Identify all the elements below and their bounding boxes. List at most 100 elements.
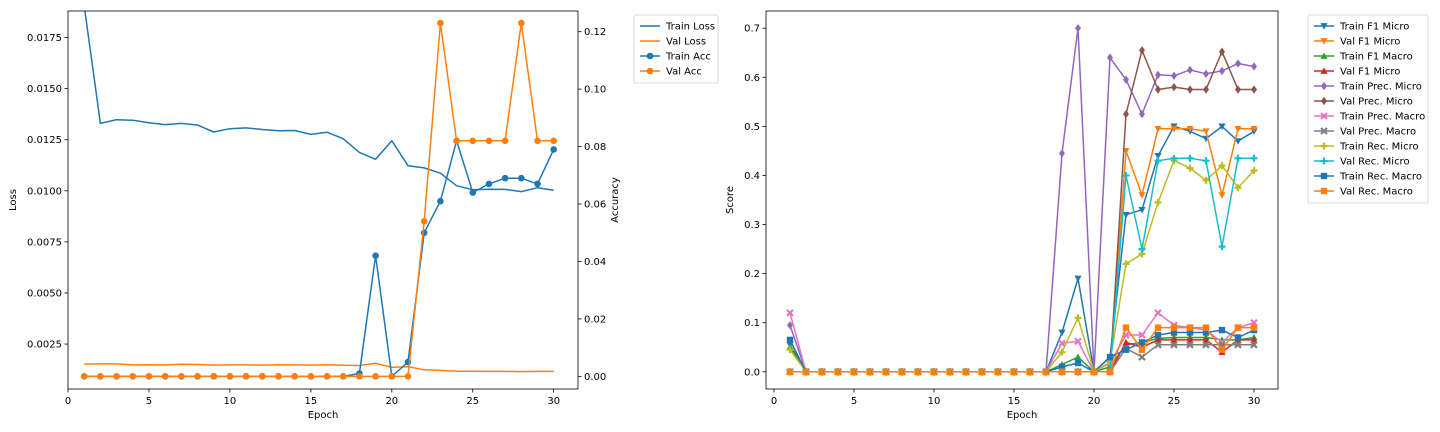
- y-tick-label: 0.0050: [27, 288, 62, 299]
- legend-label: Train Prec. Micro: [1339, 82, 1422, 93]
- legend-item-val-f1-micro: Val F1 Micro: [1314, 37, 1400, 48]
- y-tick-label: 0.6: [744, 73, 760, 84]
- legend-item-val-loss: Val Loss: [640, 37, 706, 48]
- data-point-val-f1-micro: [1234, 125, 1242, 133]
- x-tick-label: 15: [1008, 396, 1021, 407]
- data-point-val-acc: [129, 373, 137, 380]
- data-point-val-rec-macro: [818, 368, 826, 376]
- data-point-val-prec-macro: [1186, 341, 1194, 349]
- series-train-acc: [80, 137, 558, 380]
- data-point-train-rec-micro: [1074, 314, 1082, 322]
- legend-item-val-prec-micro: Val Prec. Micro: [1314, 97, 1413, 108]
- data-point-val-rec-macro: [994, 368, 1002, 376]
- legend-swatch-marker: [1320, 23, 1328, 30]
- series-line-val-rec-macro: [790, 326, 1254, 373]
- data-point-train-prec-micro: [787, 320, 793, 330]
- y2-tick-label: 0.00: [584, 372, 606, 383]
- data-point-val-rec-macro: [802, 368, 810, 376]
- y2-axis-label: Accuracy: [610, 177, 621, 223]
- data-point-val-acc: [258, 373, 266, 380]
- data-point-train-rec-micro: [1250, 167, 1258, 175]
- legend-item-val-f1-micro: Val F1 Micro: [1314, 67, 1400, 78]
- x-tick-label: 25: [1168, 396, 1181, 407]
- data-point-val-rec-macro: [850, 368, 858, 376]
- x-tick-label: 10: [224, 396, 237, 407]
- legend-label: Train F1 Macro: [1339, 52, 1413, 63]
- data-point-train-prec-macro-stroke: [1074, 337, 1082, 346]
- data-point-train-prec-micro: [1075, 23, 1081, 33]
- legend-box: [1307, 14, 1429, 204]
- legend-swatch-marker: [1320, 157, 1328, 165]
- data-point-val-acc: [534, 137, 541, 145]
- legend-item-train-loss: Train Loss: [640, 22, 715, 33]
- data-point-val-rec-macro: [1106, 368, 1114, 376]
- data-point-val-acc: [80, 373, 88, 380]
- data-point-val-prec-macro-stroke: [1234, 341, 1242, 349]
- data-point-train-rec-macro: [1138, 339, 1146, 346]
- x-tick-label: 20: [385, 396, 398, 407]
- data-point-val-rec-macro: [1138, 346, 1146, 353]
- data-point-val-acc: [226, 373, 234, 380]
- data-point-val-acc: [453, 137, 460, 145]
- data-point-val-f1-micro: [1218, 192, 1226, 199]
- legend-item-train-rec-micro: Train Rec. Micro: [1314, 142, 1419, 153]
- legend-swatch-marker: [1321, 96, 1327, 106]
- data-point-val-rec-micro: [1250, 154, 1258, 162]
- legend-swatch-marker: [646, 52, 654, 60]
- data-point-val-prec-micro: [1251, 85, 1257, 94]
- legend-item-train-acc: Train Acc: [640, 52, 711, 63]
- data-point-val-acc: [437, 19, 444, 27]
- data-point-val-rec-macro: [978, 368, 986, 376]
- data-point-val-acc: [194, 373, 201, 380]
- data-point-val-acc: [113, 373, 120, 380]
- series-line-train-f1-macro: [789, 336, 1255, 373]
- legend-item-train-f1-macro: Train F1 Macro: [1314, 52, 1413, 63]
- data-point-train-prec-macro-stroke: [1154, 309, 1162, 317]
- y-tick-label: 0.0025: [27, 340, 62, 351]
- data-point-train-f1-macro: [1074, 353, 1082, 360]
- data-point-val-rec-macro: [930, 368, 938, 376]
- data-point-val-rec-macro: [1058, 368, 1066, 376]
- data-point-val-f1-micro: [1202, 128, 1210, 135]
- data-point-val-rec-macro: [866, 368, 874, 376]
- data-point-val-prec-macro: [1138, 353, 1146, 361]
- y-axis-label: Score: [725, 186, 736, 214]
- data-point-train-rec-macro: [1186, 329, 1194, 336]
- data-point-val-f1-micro: [1154, 125, 1162, 133]
- data-point-val-acc: [404, 373, 412, 380]
- data-point-val-rec-macro: [1250, 324, 1258, 331]
- x-tick-label: 30: [547, 396, 560, 407]
- y-tick-label: 0.1: [744, 318, 760, 329]
- data-point-val-rec-macro: [1218, 346, 1226, 353]
- data-point-train-rec-macro: [1202, 329, 1210, 336]
- legend-label: Val Loss: [666, 37, 706, 48]
- data-point-train-prec-macro: [1074, 337, 1082, 346]
- data-point-train-prec-micro: [1219, 66, 1225, 76]
- legend-label: Train Rec. Macro: [1339, 172, 1422, 183]
- data-point-val-prec-micro: [1219, 47, 1225, 56]
- data-point-train-prec-macro-stroke: [1138, 331, 1146, 339]
- legend-item-train-prec-macro: Train Prec. Macro: [1314, 112, 1425, 123]
- legend-label: Val Rec. Micro: [1340, 157, 1410, 168]
- series-line-val-prec-micro: [790, 49, 1254, 373]
- data-point-val-rec-micro: [1138, 245, 1146, 253]
- legend-label: Train Rec. Micro: [1339, 142, 1419, 153]
- data-point-train-rec-macro: [1106, 353, 1114, 361]
- data-point-val-rec-micro: [1218, 243, 1226, 251]
- data-point-val-prec-micro: [1171, 82, 1177, 92]
- data-point-train-rec-macro: [1218, 326, 1226, 334]
- series-line-train-f1-micro: [789, 125, 1255, 373]
- data-point-train-prec-macro-stroke: [1058, 339, 1066, 348]
- x-axis-label: Epoch: [1007, 410, 1038, 421]
- legend-item-train-f1-micro: Train F1 Micro: [1314, 22, 1409, 33]
- data-point-val-acc: [161, 373, 169, 380]
- data-point-val-rec-macro: [834, 368, 842, 376]
- data-point-val-f1-micro: [1186, 125, 1194, 133]
- data-point-val-acc: [323, 373, 331, 380]
- series-train-rec-macro: [786, 326, 1258, 376]
- data-point-train-rec-micro: [1186, 164, 1194, 172]
- data-point-val-acc: [145, 373, 153, 380]
- series-line-train-prec-micro: [789, 27, 1255, 373]
- y2-tick-label: 0.04: [584, 257, 606, 268]
- data-point-train-rec-macro: [1122, 346, 1130, 353]
